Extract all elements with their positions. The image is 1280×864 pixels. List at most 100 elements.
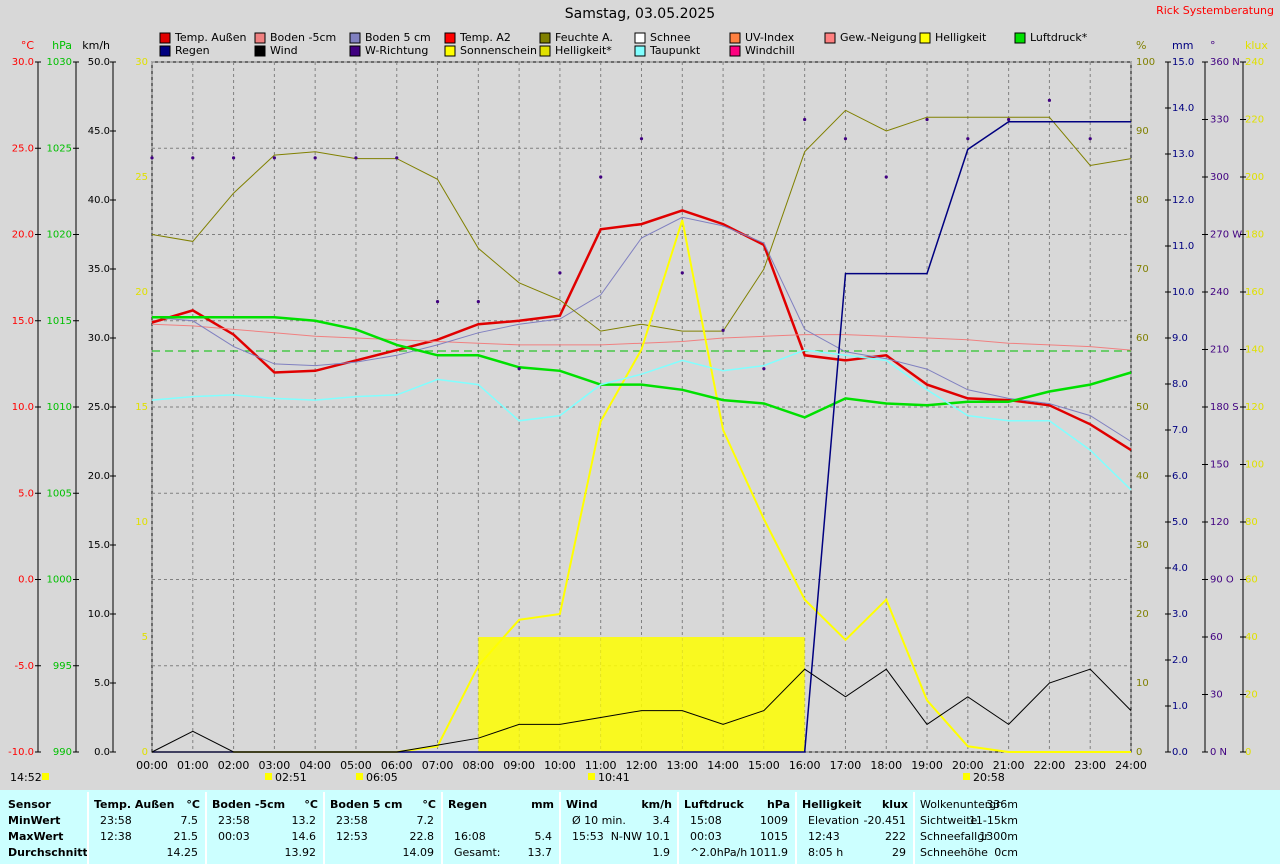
y-tick-label: 10.0	[12, 402, 34, 413]
x-tick-label: 13:00	[666, 759, 698, 772]
x-annotation: 10:41	[598, 771, 630, 784]
block-title: Luftdruck	[684, 798, 745, 811]
legend-swatch	[824, 32, 836, 44]
x-tick-label: 21:00	[993, 759, 1025, 772]
block-title: Regen	[448, 798, 487, 811]
block-unit: °C	[304, 798, 318, 811]
y-tick-label: 180	[1245, 230, 1264, 241]
y-tick-label: 40	[1136, 471, 1149, 482]
direction-dot	[1047, 98, 1052, 102]
x-tick-label: 15:00	[748, 759, 780, 772]
direction-dot	[599, 175, 603, 179]
y-tick-label: 11.0	[1172, 241, 1194, 252]
cell-value: 1011.9	[750, 846, 789, 859]
y-tick-label: 10.0	[1172, 287, 1194, 298]
cell-label: 23:58	[100, 814, 132, 827]
direction-dot	[313, 156, 317, 160]
legend-label: Taupunkt	[649, 44, 701, 57]
y-tick-label: 20	[1136, 609, 1149, 620]
direction-dot	[354, 156, 358, 160]
y-tick-label: 5	[142, 632, 148, 643]
x-tick-label: 03:00	[259, 759, 291, 772]
chart-title: Samstag, 03.05.2025	[565, 6, 715, 22]
x-tick-label: 00:00	[136, 759, 168, 772]
y-tick-label: 240	[1210, 287, 1229, 298]
y-tick-label: 40.0	[88, 195, 110, 206]
annotation-icon	[356, 773, 363, 780]
block-title: Boden 5 cm	[330, 798, 402, 811]
cell-value: -20.451	[864, 814, 906, 827]
series-line	[151, 216, 1132, 442]
cell-value: 1.9	[653, 846, 671, 859]
cell-label: 12:43	[808, 830, 840, 843]
direction-dot	[272, 156, 276, 160]
legend-swatch	[254, 45, 266, 57]
series-line	[152, 316, 1132, 419]
legend-label: Temp. A2	[459, 31, 511, 44]
extra-value: 1300m	[979, 830, 1018, 843]
y-tick-label: 1.0	[1172, 701, 1188, 712]
x-tick-label: 07:00	[422, 759, 454, 772]
y-tick-label: 30.0	[88, 333, 110, 344]
y-tick-label: 30	[135, 57, 148, 68]
x-tick-label: 23:00	[1074, 759, 1106, 772]
direction-dot	[1088, 137, 1092, 141]
x-tick-label: 19:00	[911, 759, 943, 772]
table-background	[0, 790, 1280, 864]
y-tick-label: 15.0	[1172, 57, 1194, 68]
y-tick-label: 60	[1245, 575, 1258, 586]
y-tick-label: 15	[135, 402, 148, 413]
block-title: Boden -5cm	[212, 798, 285, 811]
sunshine-bar	[682, 637, 724, 752]
legend-label: Boden 5 cm	[365, 31, 431, 44]
axis-unit: °	[1210, 39, 1216, 52]
axis-unit: mm	[1172, 39, 1193, 52]
legend-label: Regen	[175, 44, 210, 57]
series-line	[151, 349, 1132, 491]
legend-swatch	[349, 32, 361, 44]
y-tick-label: -10.0	[8, 747, 34, 758]
cell-label: Gesamt:	[454, 846, 501, 859]
y-tick-label: 360 N	[1210, 57, 1240, 68]
direction-dot	[803, 117, 807, 122]
y-tick-label: 120	[1245, 402, 1264, 413]
annotation-icon	[588, 773, 595, 780]
cell-label: 8:05 h	[808, 846, 843, 859]
y-tick-label: 70	[1136, 264, 1149, 275]
legend-label: Helligkeit*	[555, 44, 612, 57]
y-tick-label: 50.0	[88, 57, 110, 68]
y-tick-label: 20.0	[88, 471, 110, 482]
sunshine-bar	[723, 637, 764, 752]
y-tick-label: 60	[1210, 632, 1223, 643]
legend-label: Luftdruck*	[1030, 31, 1088, 44]
legend-label: Gew.-Neigung	[840, 31, 917, 44]
y-tick-label: 25	[135, 172, 148, 183]
y-tick-label: 10	[135, 517, 148, 528]
cell-label: ^2.0hPa/h	[690, 846, 747, 859]
y-tick-label: 30.0	[12, 57, 34, 68]
series-line	[151, 209, 1132, 452]
block-unit: km/h	[641, 798, 672, 811]
y-tick-label: 1025	[47, 143, 72, 154]
legend-label: Wind	[270, 44, 298, 57]
y-tick-label: 15.0	[88, 540, 110, 551]
x-tick-label: 09:00	[503, 759, 535, 772]
annotation-icon	[963, 773, 970, 780]
direction-dot	[435, 299, 440, 304]
direction-dot	[231, 156, 236, 160]
legend-swatch	[539, 32, 551, 44]
block-unit: hPa	[767, 798, 790, 811]
y-tick-label: 0 N	[1210, 747, 1227, 758]
legend-swatch	[254, 32, 266, 44]
legend-label: Boden -5cm	[270, 31, 336, 44]
legend-label: Helligkeit	[935, 31, 987, 44]
y-tick-label: 1005	[47, 488, 72, 499]
extra-label: Wolkenuntergr	[920, 798, 1001, 811]
x-tick-label: 12:00	[626, 759, 658, 772]
y-tick-label: 5.0	[94, 678, 110, 689]
y-tick-label: 30	[1136, 540, 1149, 551]
x-tick-label: 11:00	[585, 759, 617, 772]
y-tick-label: 5.0	[1172, 517, 1188, 528]
summary-table: Sensor MinWert MaxWert Durchschnitt Temp. Au…	[8, 792, 1018, 864]
cell-value: 13.2	[292, 814, 317, 827]
